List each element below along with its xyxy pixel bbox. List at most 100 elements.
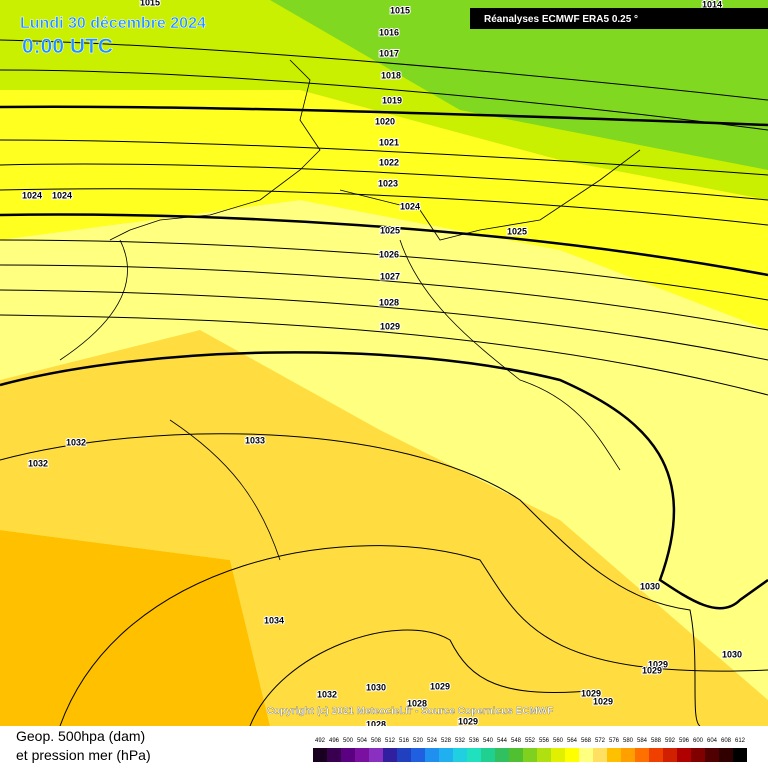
copyright: Copyright (c) 2021 Meteociel.fr - Source… [267,706,554,717]
scale-label: 520 [413,738,424,744]
scale-swatch [313,748,327,762]
scale-swatch [341,748,355,762]
scale-label: 572 [595,738,606,744]
scale-label: 576 [609,738,620,744]
scale-label: 612 [735,738,746,744]
scale-swatch [691,748,705,762]
scale-swatch [523,748,537,762]
scale-label: 592 [665,738,676,744]
isobar-label: 1019 [382,95,402,105]
isobar [0,139,768,176]
isobar-label: 1020 [375,116,395,126]
isobar [0,39,768,101]
scale-swatch [537,748,551,762]
isobar-label: 1024 [22,190,42,200]
isobar-label: 1027 [380,271,400,281]
isobar [0,163,768,201]
isobar-label: 1028 [379,297,399,307]
field-yellow [0,90,768,330]
scale-swatch [705,748,719,762]
field-green [270,0,768,170]
isobar [0,213,768,277]
scale-swatch [411,748,425,762]
isobar-label: 1029 [648,659,668,669]
scale-label: 532 [455,738,466,744]
scale-label: 580 [623,738,634,744]
scale-swatch [495,748,509,762]
isobar-label: 1015 [390,5,410,15]
isobar-label: 1033 [245,435,265,445]
isobar [0,105,768,127]
scale-label: 608 [721,738,732,744]
scale-label: 588 [651,738,662,744]
scale-label: 568 [581,738,592,744]
legend-line: et pression mer (hPa) [16,747,151,763]
isobar-label: 1017 [379,48,399,58]
isobar-label: 1028 [407,698,427,708]
scale-label: 544 [497,738,508,744]
source-box [470,8,768,29]
scale-swatch [621,748,635,762]
isobar [0,433,701,727]
isobar-label: 1024 [400,201,420,211]
isobar-label: 1026 [379,249,399,259]
isobar-label: 1032 [66,437,86,447]
scale-swatch [355,748,369,762]
scale-swatch [579,748,593,762]
isobar-label: 1024 [52,190,72,200]
scale-label: 516 [399,738,410,744]
isobar-label: 1032 [28,458,48,468]
isobar-label: 1029 [593,696,613,706]
date: Lundi 30 décembre 2024 [20,15,206,32]
scale-label: 524 [427,738,438,744]
isobar-label: 1030 [722,649,742,659]
field-orange [0,530,270,726]
scale-label: 604 [707,738,718,744]
isobar [59,545,768,727]
scale-label: 540 [483,738,494,744]
scale-swatch [439,748,453,762]
scale-swatch [467,748,481,762]
isobar-label: 1018 [381,70,401,80]
scale-label: 584 [637,738,648,744]
scale-label: 512 [385,738,396,744]
color-scale: 492 496 500 504 508 512 516 520 524 528 532 536 540 5… [313,738,747,762]
isobar-label: 1029 [458,716,478,726]
scale-swatch [551,748,565,762]
scale-label: 528 [441,738,452,744]
isobar-label: 1029 [430,681,450,691]
scale-swatch [383,748,397,762]
border [59,239,621,561]
scale-label: 504 [357,738,368,744]
isobar [0,239,768,301]
scale-swatch [397,748,411,762]
scale-label: 508 [371,738,382,744]
scale-label: 560 [553,738,564,744]
field-gold [0,330,768,726]
isobar-label: 1014 [702,0,722,9]
isobar-label: 1015 [140,0,160,7]
scale-label: 548 [511,738,522,744]
scale-swatch [593,748,607,762]
field-pale [0,200,768,700]
scale-swatch [719,748,733,762]
isobars [0,39,768,727]
isobar [0,351,768,610]
isobar-labels: 1015 1015 1014 1016 1017 1018 1019 1020 1021 1022… [21,0,743,730]
isobar [249,629,601,727]
scale-label: 492 [315,738,326,744]
scale-swatch [733,748,747,762]
scale-swatch [425,748,439,762]
scale-swatch [453,748,467,762]
isobar-label: 1022 [379,157,399,167]
scale-label: 496 [329,738,340,744]
scale-swatch [677,748,691,762]
source: Réanalyses ECMWF ERA5 0.25 ° [484,14,638,25]
scale-label: 564 [567,738,578,744]
scale-label: 600 [693,738,704,744]
scale-swatch [607,748,621,762]
isobar [0,314,768,396]
time: 0:00 UTC [22,35,113,58]
scale-swatch [635,748,649,762]
